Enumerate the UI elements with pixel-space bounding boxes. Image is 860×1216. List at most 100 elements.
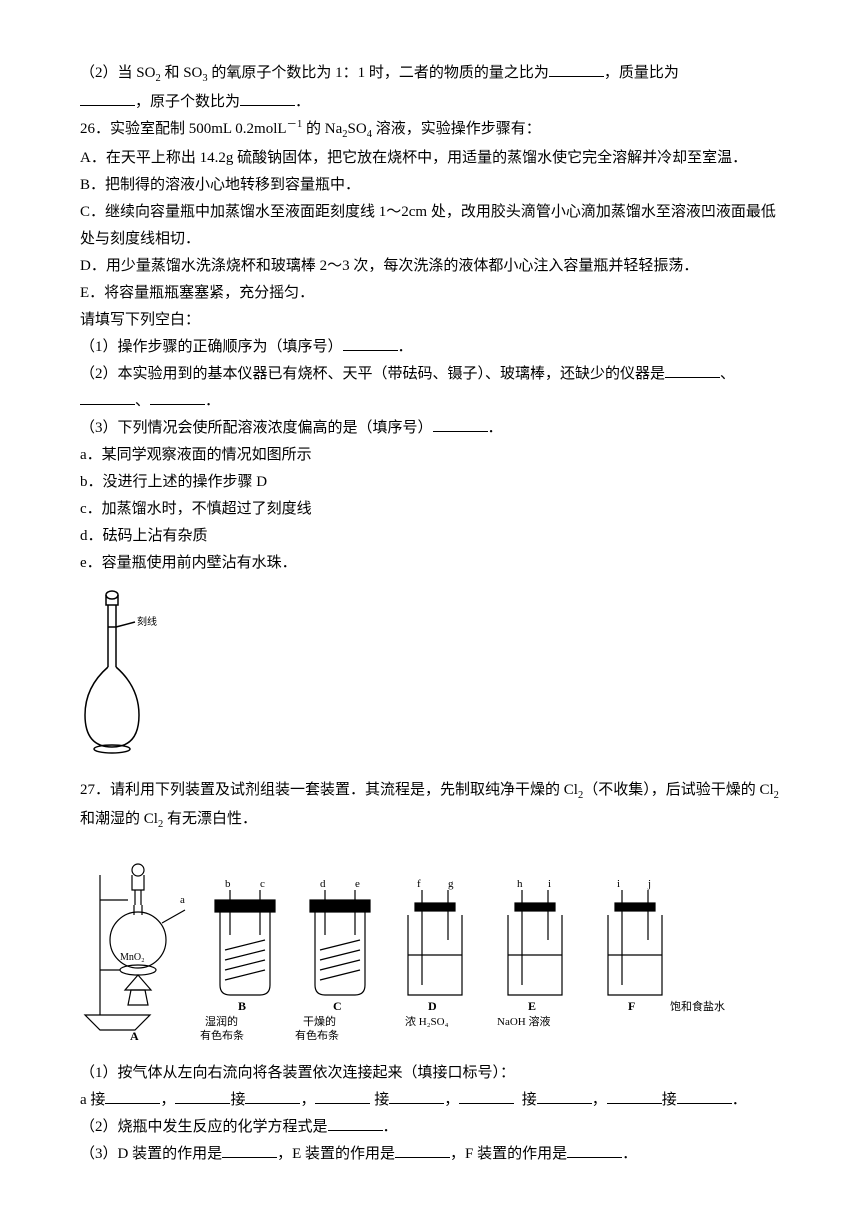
svg-text:i: i	[548, 878, 551, 890]
svg-text:b: b	[225, 878, 231, 890]
q27-p1-label: （1）按气体从左向右流向将各装置依次连接起来（填接口标号）：	[80, 1060, 780, 1087]
blank-conn-5b[interactable]	[677, 1088, 732, 1104]
blank-instrument-2[interactable]	[80, 389, 135, 405]
text: ，F 装置的作用是	[450, 1146, 567, 1162]
svg-text:湿润的: 湿润的	[205, 1014, 238, 1028]
text: ，	[300, 1092, 315, 1108]
svg-text:i: i	[617, 878, 620, 890]
blank-equation[interactable]	[328, 1115, 383, 1131]
text: 、	[720, 366, 735, 382]
apparatus-diagram: a MnO₂ A b c B 湿润的	[80, 845, 780, 1050]
svg-text:干燥的: 干燥的	[303, 1014, 336, 1028]
svg-text:MnO₂: MnO₂	[120, 952, 145, 963]
text: ，	[160, 1092, 175, 1108]
text: 接	[374, 1092, 389, 1108]
svg-text:e: e	[355, 878, 360, 890]
blank-order[interactable]	[343, 335, 398, 351]
text: 的 Na	[302, 121, 342, 137]
svg-text:f: f	[417, 878, 421, 890]
volumetric-flask-figure: 刻线	[80, 587, 780, 767]
blank-D-function[interactable]	[222, 1142, 277, 1158]
svg-text:E: E	[528, 999, 536, 1013]
device-D: f g D 浓 H₂SO₄	[405, 878, 462, 1028]
text: 接	[662, 1092, 677, 1108]
text: （1）操作步骤的正确顺序为（填序号）	[80, 339, 343, 355]
svg-text:浓 H₂SO₄: 浓 H₂SO₄	[405, 1015, 449, 1028]
sup: －1	[287, 119, 303, 130]
text: 接	[230, 1092, 245, 1108]
svg-text:a: a	[180, 894, 185, 906]
text: ．	[295, 94, 310, 110]
blank-instrument-1[interactable]	[665, 362, 720, 378]
blank-ratio-mol[interactable]	[549, 61, 604, 77]
text: （不收集），后试验干燥的 Cl	[583, 782, 773, 798]
blank-conn-1[interactable]	[105, 1088, 160, 1104]
q27-p1-blanks: a 接，接， 接， 接，接．	[80, 1087, 780, 1114]
device-E: h i E NaOH 溶液	[497, 878, 562, 1028]
blank-conn-4b[interactable]	[537, 1088, 592, 1104]
q26-sub-c: c．加蒸馏水时，不慎超过了刻度线	[80, 496, 780, 523]
text: 溶液，实验操作步骤有：	[372, 121, 541, 137]
text: ，	[592, 1092, 607, 1108]
device-A: a MnO₂ A	[85, 864, 185, 1040]
blank-ratio-atom[interactable]	[240, 90, 295, 106]
svg-text:h: h	[517, 878, 523, 890]
blank-conn-3b[interactable]	[389, 1088, 444, 1104]
text: ．	[488, 420, 503, 436]
text: 有无漂白性．	[163, 811, 257, 827]
text: （3）下列情况会使所配溶液浓度偏高的是（填序号）	[80, 420, 433, 436]
q26-opt-a: A．在天平上称出 14.2g 硫酸钠固体，把它放在烧杯中，用适量的蒸馏水使它完全…	[80, 145, 780, 172]
q26-title: 26．实验室配制 500mL 0.2molL－1 的 Na2SO4 溶液，实验操…	[80, 116, 780, 145]
q26-p2: （2）本实验用到的基本仪器已有烧杯、天平（带砝码、镊子）、玻璃棒，还缺少的仪器是…	[80, 361, 780, 415]
blank-conn-2a[interactable]	[175, 1088, 230, 1104]
svg-text:D: D	[428, 999, 437, 1013]
q26-opt-d: D．用少量蒸馏水洗涤烧杯和玻璃棒 2～3 次，每次洗涤的液体都小心注入容量瓶并轻…	[80, 253, 780, 280]
blank-instrument-3[interactable]	[150, 389, 205, 405]
q26-p3: （3）下列情况会使所配溶液浓度偏高的是（填序号） ．	[80, 415, 780, 442]
text: ．	[205, 393, 220, 409]
flask-icon: 刻线	[80, 587, 170, 757]
blank-F-function[interactable]	[567, 1142, 622, 1158]
blank-ratio-mass[interactable]	[80, 90, 135, 106]
text: ．	[622, 1146, 637, 1162]
apparatus-icon: a MnO₂ A b c B 湿润的	[80, 845, 760, 1040]
q26-sub-e: e．容量瓶使用前内壁沾有水珠．	[80, 550, 780, 577]
device-B: b c B 湿润的 有色布条	[200, 878, 275, 1040]
q25-part2: （2）当 SO2 和 SO3 的氧原子个数比为 1：1 时，二者的物质的量之比为…	[80, 60, 780, 116]
q26-sub-a: a．某同学观察液面的情况如图所示	[80, 442, 780, 469]
svg-text:C: C	[333, 999, 342, 1013]
blank-conn-5a[interactable]	[607, 1088, 662, 1104]
text: 27．请利用下列装置及试剂组装一套装置．其流程是，先制取纯净干燥的 Cl	[80, 782, 578, 798]
blank-conn-4a[interactable]	[459, 1088, 514, 1104]
q27-p2: （2）烧瓶中发生反应的化学方程式是．	[80, 1114, 780, 1141]
text: a 接	[80, 1092, 105, 1108]
text: ，E 装置的作用是	[277, 1146, 395, 1162]
text: SO	[348, 121, 367, 137]
svg-text:j: j	[647, 878, 651, 890]
q26-opt-b: B．把制得的溶液小心地转移到容量瓶中．	[80, 172, 780, 199]
svg-text:NaOH 溶液: NaOH 溶液	[497, 1014, 550, 1028]
text: （3）D 装置的作用是	[80, 1146, 222, 1162]
text: 、	[135, 393, 150, 409]
blank-E-function[interactable]	[395, 1142, 450, 1158]
q26-opt-c: C．继续向容量瓶中加蒸馏水至液面距刻度线 1～2cm 处，改用胶头滴管小心滴加蒸…	[80, 199, 780, 253]
svg-text:g: g	[448, 878, 454, 890]
text: （2）当 SO	[80, 65, 155, 81]
text: ．	[398, 339, 413, 355]
svg-text:F: F	[628, 999, 635, 1013]
text: 接	[522, 1092, 537, 1108]
blank-high-concentration[interactable]	[433, 416, 488, 432]
text: ，原子个数比为	[135, 94, 240, 110]
q26-sub-d: d．砝码上沾有杂质	[80, 523, 780, 550]
blank-conn-2b[interactable]	[245, 1088, 300, 1104]
svg-text:c: c	[260, 878, 265, 890]
svg-text:有色布条: 有色布条	[295, 1028, 339, 1040]
blank-conn-3a[interactable]	[315, 1088, 370, 1104]
text: （2）本实验用到的基本仪器已有烧杯、天平（带砝码、镊子）、玻璃棒，还缺少的仪器是	[80, 366, 665, 382]
q26-prompt: 请填写下列空白：	[80, 307, 780, 334]
text: ．	[732, 1092, 747, 1108]
svg-text:有色布条: 有色布条	[200, 1028, 244, 1040]
device-C: d e C 干燥的 有色布条	[295, 878, 370, 1040]
text: 和潮湿的 Cl	[80, 811, 158, 827]
svg-text:A: A	[130, 1029, 139, 1040]
